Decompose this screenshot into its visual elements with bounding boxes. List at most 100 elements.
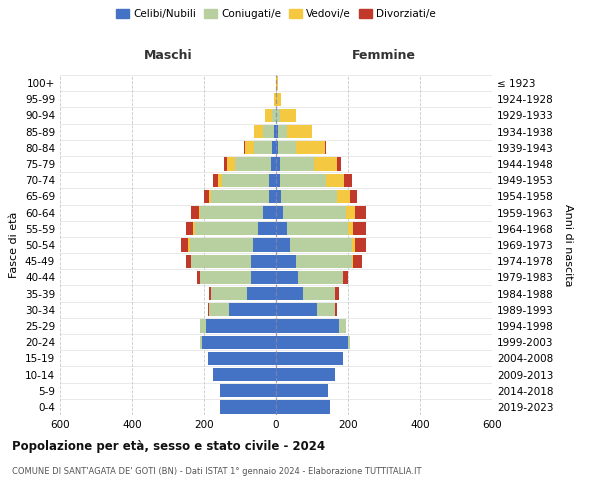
Bar bbox=[290, 238, 352, 252]
Text: Femmine: Femmine bbox=[352, 50, 416, 62]
Bar bbox=[209, 303, 229, 316]
Bar bbox=[276, 222, 287, 235]
Bar bbox=[213, 368, 276, 381]
Bar bbox=[276, 254, 296, 268]
Bar bbox=[272, 141, 276, 154]
Bar bbox=[278, 125, 287, 138]
Bar bbox=[200, 320, 206, 332]
Bar bbox=[188, 238, 190, 252]
Bar bbox=[335, 287, 339, 300]
Bar bbox=[258, 222, 276, 235]
Bar bbox=[283, 206, 346, 220]
Bar bbox=[218, 174, 222, 187]
Bar bbox=[190, 238, 253, 252]
Bar bbox=[199, 206, 200, 220]
Bar bbox=[269, 190, 276, 203]
Bar bbox=[227, 158, 235, 170]
Bar bbox=[280, 174, 326, 187]
Bar bbox=[274, 125, 276, 138]
Bar bbox=[355, 238, 366, 252]
Bar bbox=[276, 206, 283, 220]
Bar bbox=[245, 141, 254, 154]
Text: COMUNE DI SANT'AGATA DE' GOTI (BN) - Dati ISTAT 1° gennaio 2024 - Elaborazione T: COMUNE DI SANT'AGATA DE' GOTI (BN) - Dat… bbox=[12, 468, 421, 476]
Bar bbox=[276, 190, 281, 203]
Bar bbox=[348, 222, 353, 235]
Bar bbox=[287, 222, 348, 235]
Bar bbox=[344, 174, 352, 187]
Bar bbox=[276, 76, 278, 90]
Bar bbox=[276, 352, 343, 365]
Bar bbox=[287, 125, 312, 138]
Bar bbox=[355, 206, 366, 220]
Bar bbox=[303, 287, 335, 300]
Bar bbox=[276, 270, 298, 284]
Bar bbox=[339, 320, 346, 332]
Bar bbox=[211, 190, 269, 203]
Bar bbox=[276, 400, 330, 413]
Bar bbox=[229, 303, 276, 316]
Bar bbox=[191, 254, 251, 268]
Bar bbox=[326, 174, 344, 187]
Bar bbox=[202, 336, 276, 349]
Bar bbox=[209, 190, 211, 203]
Bar bbox=[281, 190, 337, 203]
Bar bbox=[254, 125, 263, 138]
Bar bbox=[348, 336, 350, 349]
Bar bbox=[352, 254, 353, 268]
Bar bbox=[276, 368, 335, 381]
Bar bbox=[353, 254, 362, 268]
Bar bbox=[254, 141, 272, 154]
Bar bbox=[276, 238, 290, 252]
Y-axis label: Anni di nascita: Anni di nascita bbox=[563, 204, 573, 286]
Bar bbox=[296, 141, 325, 154]
Bar bbox=[271, 158, 276, 170]
Bar bbox=[276, 320, 339, 332]
Bar bbox=[251, 254, 276, 268]
Y-axis label: Fasce di età: Fasce di età bbox=[10, 212, 19, 278]
Text: Maschi: Maschi bbox=[143, 50, 193, 62]
Bar bbox=[222, 174, 269, 187]
Bar bbox=[269, 174, 276, 187]
Bar bbox=[343, 270, 348, 284]
Bar bbox=[186, 222, 193, 235]
Bar bbox=[204, 190, 209, 203]
Bar bbox=[278, 141, 296, 154]
Bar bbox=[209, 287, 211, 300]
Bar bbox=[276, 303, 317, 316]
Bar bbox=[181, 238, 188, 252]
Legend: Celibi/Nubili, Coniugati/e, Vedovi/e, Divorziati/e: Celibi/Nubili, Coniugati/e, Vedovi/e, Di… bbox=[112, 5, 440, 24]
Bar bbox=[276, 141, 278, 154]
Bar bbox=[276, 125, 278, 138]
Bar bbox=[200, 270, 251, 284]
Bar bbox=[272, 109, 276, 122]
Bar bbox=[335, 303, 337, 316]
Bar bbox=[317, 303, 335, 316]
Bar bbox=[276, 384, 328, 398]
Bar bbox=[298, 270, 343, 284]
Bar bbox=[276, 336, 348, 349]
Bar bbox=[263, 206, 276, 220]
Bar bbox=[251, 270, 276, 284]
Bar bbox=[350, 190, 357, 203]
Bar bbox=[193, 222, 195, 235]
Bar bbox=[247, 287, 276, 300]
Bar bbox=[352, 238, 355, 252]
Bar bbox=[276, 158, 280, 170]
Bar bbox=[276, 92, 281, 106]
Bar bbox=[220, 400, 276, 413]
Bar bbox=[325, 141, 326, 154]
Bar bbox=[346, 206, 355, 220]
Bar bbox=[337, 158, 341, 170]
Bar bbox=[276, 287, 303, 300]
Bar bbox=[263, 125, 274, 138]
Bar bbox=[280, 109, 296, 122]
Bar bbox=[253, 238, 276, 252]
Bar bbox=[280, 158, 314, 170]
Bar bbox=[208, 303, 209, 316]
Bar bbox=[211, 287, 247, 300]
Bar bbox=[265, 109, 272, 122]
Bar bbox=[314, 158, 337, 170]
Bar bbox=[276, 174, 280, 187]
Bar bbox=[213, 174, 218, 187]
Bar bbox=[200, 336, 202, 349]
